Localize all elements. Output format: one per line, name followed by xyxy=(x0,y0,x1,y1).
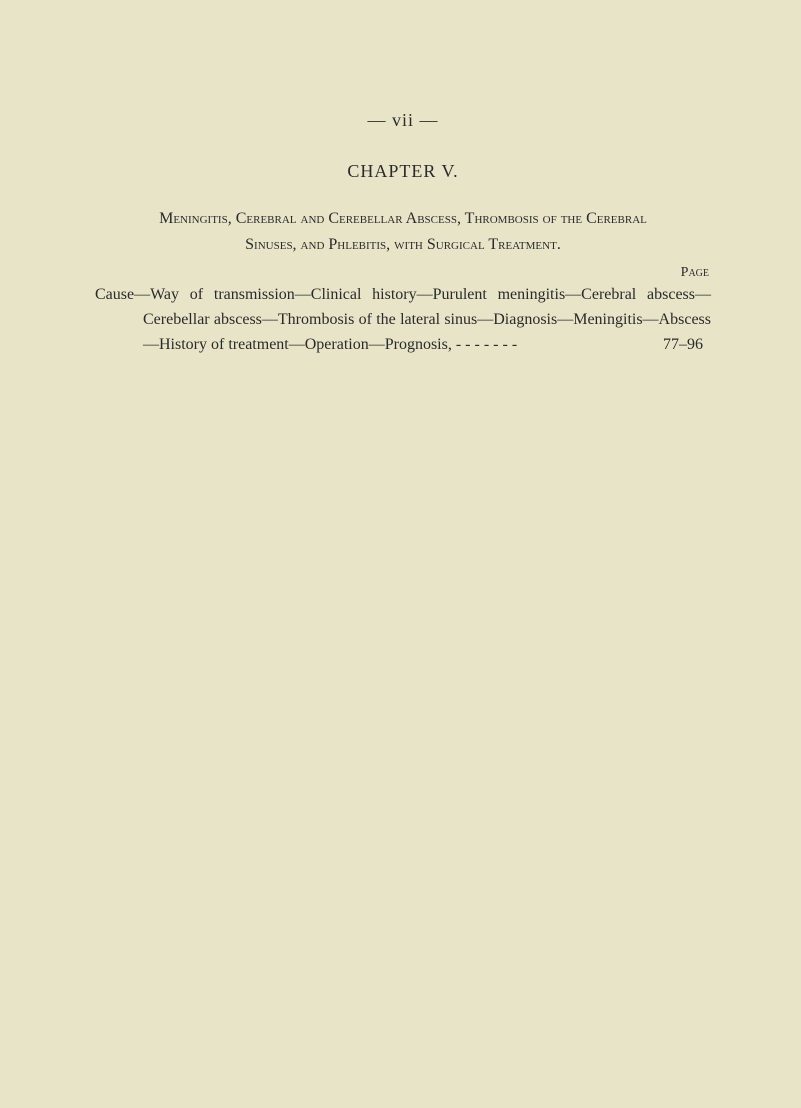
page-content: — vii — CHAPTER V. Meningitis, Cerebral … xyxy=(0,0,801,418)
page-number: — vii — xyxy=(95,110,711,131)
page-column-label: Page xyxy=(95,265,711,281)
toc-entry: Cause—Way of transmission—Clinical histo… xyxy=(95,283,711,357)
chapter-heading: Meningitis, Cerebral and Cerebellar Absc… xyxy=(153,206,653,257)
chapter-title: CHAPTER V. xyxy=(95,161,711,182)
toc-entry-text: Cause—Way of transmission—Clinical histo… xyxy=(95,286,711,353)
